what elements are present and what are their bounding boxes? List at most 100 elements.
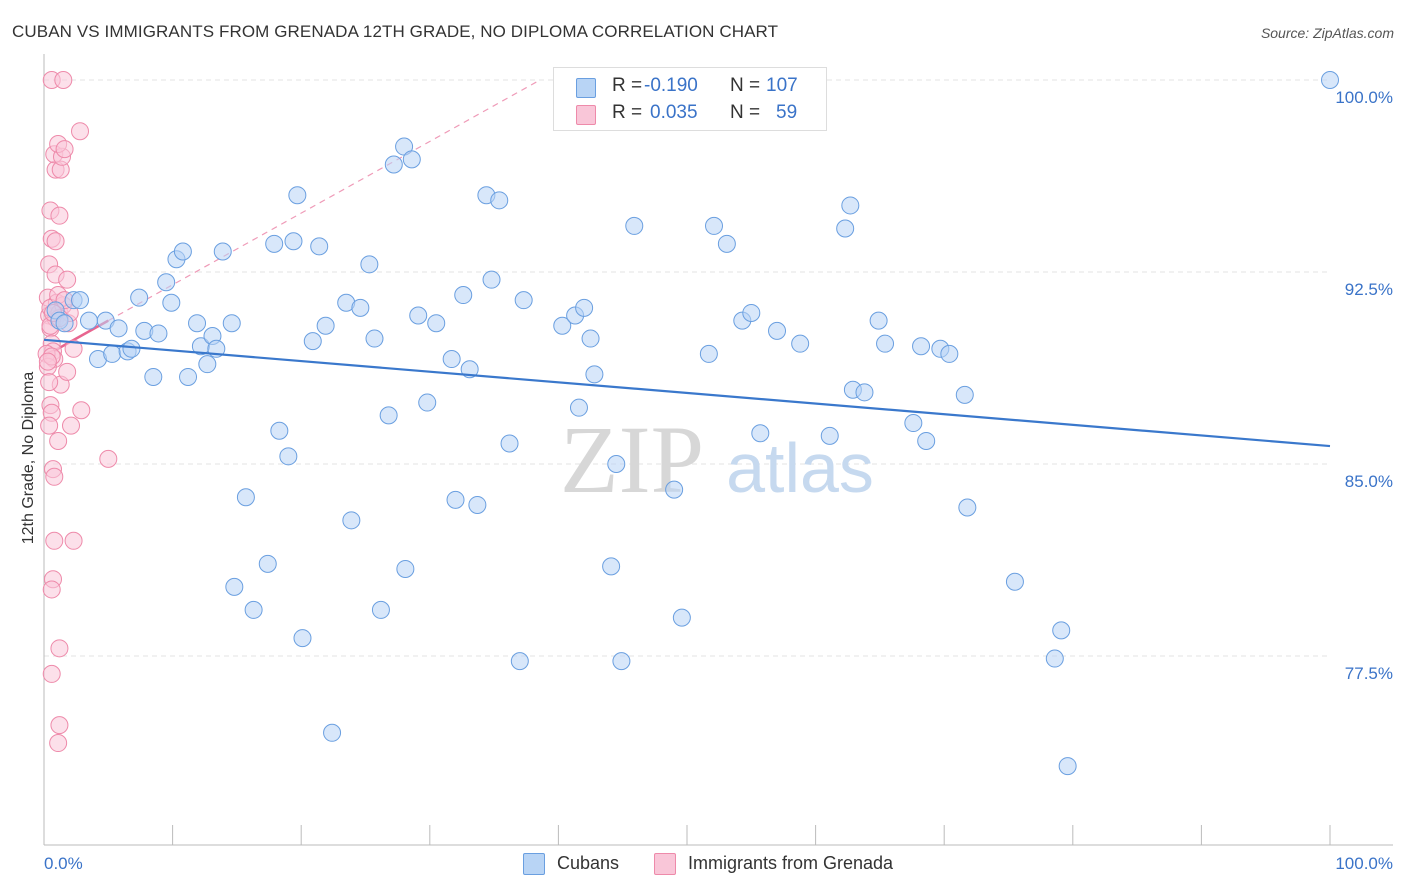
cubans-point xyxy=(581,329,600,348)
cubans-point xyxy=(836,219,855,238)
cubans-point xyxy=(55,314,74,333)
cubans-point xyxy=(454,286,473,305)
cubans-point xyxy=(876,334,895,353)
grenada-point xyxy=(72,401,91,420)
cubans-point xyxy=(213,242,232,261)
cubans-point xyxy=(396,559,415,578)
grenada-point xyxy=(58,270,77,289)
cubans-point xyxy=(1045,649,1064,668)
cubans-point xyxy=(791,334,810,353)
grenada-swatch xyxy=(654,853,676,875)
cubans-point xyxy=(360,255,379,274)
grenada-point xyxy=(54,71,73,89)
cubans-point xyxy=(1052,621,1071,640)
cubans-point xyxy=(293,629,312,648)
cubans-point xyxy=(958,498,977,517)
cubans-point xyxy=(841,196,860,215)
cubans-point xyxy=(482,270,501,289)
cubans-point xyxy=(379,406,398,425)
y-tick-label: 85.0% xyxy=(1345,472,1393,491)
cubans-point xyxy=(279,447,298,466)
cubans-point xyxy=(446,490,465,509)
x-tick-label: 0.0% xyxy=(44,854,83,873)
cubans-points xyxy=(46,71,1339,776)
grenada-n-value: 59 xyxy=(776,102,798,123)
chart-title: CUBAN VS IMMIGRANTS FROM GRENADA 12TH GR… xyxy=(12,22,779,41)
cubans-point xyxy=(173,242,192,261)
grenada-trend-extension xyxy=(108,79,541,322)
grenada-swatch xyxy=(576,105,596,125)
cubans-point xyxy=(342,511,361,530)
cubans-point xyxy=(384,155,403,174)
cubans-point xyxy=(705,216,724,235)
cubans-point xyxy=(955,385,974,404)
cubans-point xyxy=(575,298,594,317)
cubans-point xyxy=(500,434,519,453)
cubans-point xyxy=(303,332,322,351)
cubans-point xyxy=(371,600,390,619)
cubans-point xyxy=(198,355,217,374)
grenada-point xyxy=(40,416,59,435)
cubans-point xyxy=(442,350,461,369)
cubans-point xyxy=(820,426,839,445)
grenada-point xyxy=(55,140,74,159)
y-tick-label: 92.5% xyxy=(1345,280,1393,299)
legend-r-label: R = xyxy=(612,102,643,123)
grenada-legend-label: Immigrants from Grenada xyxy=(688,853,894,873)
cubans-point xyxy=(236,488,255,507)
cubans-point xyxy=(365,329,384,348)
legend-n-label: N = xyxy=(730,102,761,123)
y-tick-label: 77.5% xyxy=(1345,664,1393,683)
cubans-point xyxy=(122,339,141,358)
y-tick-label: 100.0% xyxy=(1335,88,1393,107)
cubans-point xyxy=(316,316,335,335)
cubans-point xyxy=(310,237,329,256)
grenada-point xyxy=(71,122,90,141)
cubans-point xyxy=(265,234,284,253)
grenada-point xyxy=(45,531,64,550)
grenada-point xyxy=(45,467,64,486)
grenada-point xyxy=(64,531,83,550)
watermark-zip: ZIP xyxy=(560,406,704,513)
gridlines xyxy=(44,79,1330,657)
grenada-r-value: 0.035 xyxy=(650,102,698,123)
cubans-point xyxy=(288,186,307,205)
cubans-point xyxy=(109,319,128,338)
cubans-point xyxy=(514,291,533,310)
cubans-point xyxy=(130,288,149,307)
cubans-point xyxy=(258,554,277,573)
cubans-point xyxy=(188,314,207,333)
cubans-point xyxy=(244,600,263,619)
cubans-point xyxy=(665,480,684,499)
grenada-point xyxy=(42,664,61,683)
cubans-point xyxy=(602,557,621,576)
watermark-atlas: atlas xyxy=(726,429,874,507)
cubans-point xyxy=(468,495,487,514)
cubans-point xyxy=(402,150,421,169)
x-tick-label: 100.0% xyxy=(1335,854,1393,873)
cubans-point xyxy=(323,723,342,742)
cubans-point xyxy=(742,303,761,322)
cubans-point xyxy=(284,232,303,251)
grenada-point xyxy=(49,734,68,753)
cubans-point xyxy=(460,360,479,379)
cubans-point xyxy=(1005,572,1024,591)
cubans-point xyxy=(751,424,770,443)
cubans-point xyxy=(427,314,446,333)
cubans-trend xyxy=(43,338,1331,448)
cubans-point xyxy=(510,652,529,671)
axes xyxy=(43,54,1393,846)
cubans-point xyxy=(612,652,631,671)
cubans-point xyxy=(569,398,588,417)
cubans-point xyxy=(768,321,787,340)
cubans-point xyxy=(270,421,289,440)
cubans-point xyxy=(1058,757,1077,776)
cubans-swatch xyxy=(523,853,545,875)
cubans-point xyxy=(490,191,509,210)
cubans-point xyxy=(222,314,241,333)
cubans-point xyxy=(71,291,90,310)
cubans-r-value: -0.190 xyxy=(644,75,698,96)
cubans-point xyxy=(409,306,428,325)
cubans-point xyxy=(80,311,99,330)
